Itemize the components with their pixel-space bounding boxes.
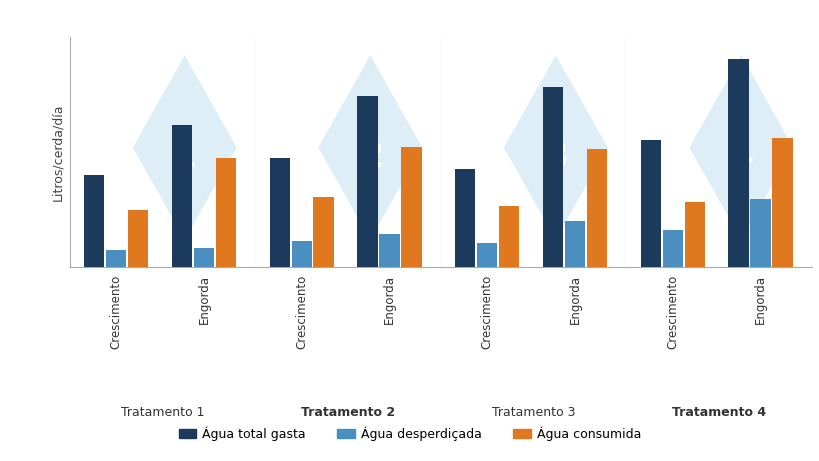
Text: 3: 3 (542, 140, 568, 174)
Text: Tratamento 4: Tratamento 4 (671, 406, 765, 419)
Bar (106, 250, 126, 267)
Bar (291, 241, 311, 267)
Bar (172, 124, 192, 267)
Bar (640, 140, 660, 267)
Bar (499, 206, 518, 267)
Polygon shape (133, 55, 237, 240)
Polygon shape (689, 55, 792, 240)
Bar (455, 169, 475, 267)
Polygon shape (318, 55, 422, 240)
Bar (357, 96, 378, 267)
Bar (542, 88, 563, 267)
Bar (215, 158, 236, 267)
Y-axis label: Litros/cerda/día: Litros/cerda/día (51, 103, 64, 201)
Bar (128, 210, 148, 267)
Bar (193, 248, 214, 267)
Text: 1: 1 (172, 140, 197, 174)
Bar (727, 59, 748, 267)
Bar (771, 138, 792, 267)
Text: Tratamento 3: Tratamento 3 (491, 406, 575, 419)
Bar (313, 197, 333, 267)
Bar (684, 201, 704, 267)
Text: 2: 2 (357, 140, 382, 174)
Bar (379, 235, 399, 267)
Text: Tratamento 1: Tratamento 1 (120, 406, 204, 419)
Bar (477, 243, 496, 267)
Legend: Água total gasta, Água desperdiçada, Água consumida: Água total gasta, Água desperdiçada, Águ… (174, 421, 645, 445)
Bar (269, 158, 289, 267)
Bar (586, 149, 606, 267)
Text: 4: 4 (728, 140, 753, 174)
Bar (662, 230, 682, 267)
Bar (749, 199, 770, 267)
Text: Tratamento 2: Tratamento 2 (301, 406, 395, 419)
Bar (564, 221, 585, 267)
Bar (400, 147, 421, 267)
Polygon shape (503, 55, 607, 240)
Bar (84, 175, 104, 267)
